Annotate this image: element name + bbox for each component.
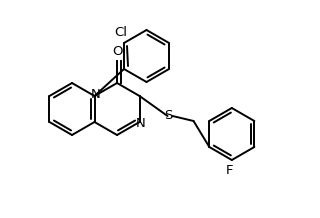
Text: N: N xyxy=(91,89,100,102)
Text: O: O xyxy=(112,45,122,58)
Text: S: S xyxy=(164,109,173,123)
Text: Cl: Cl xyxy=(115,26,127,39)
Text: N: N xyxy=(136,116,145,129)
Text: F: F xyxy=(226,164,234,177)
